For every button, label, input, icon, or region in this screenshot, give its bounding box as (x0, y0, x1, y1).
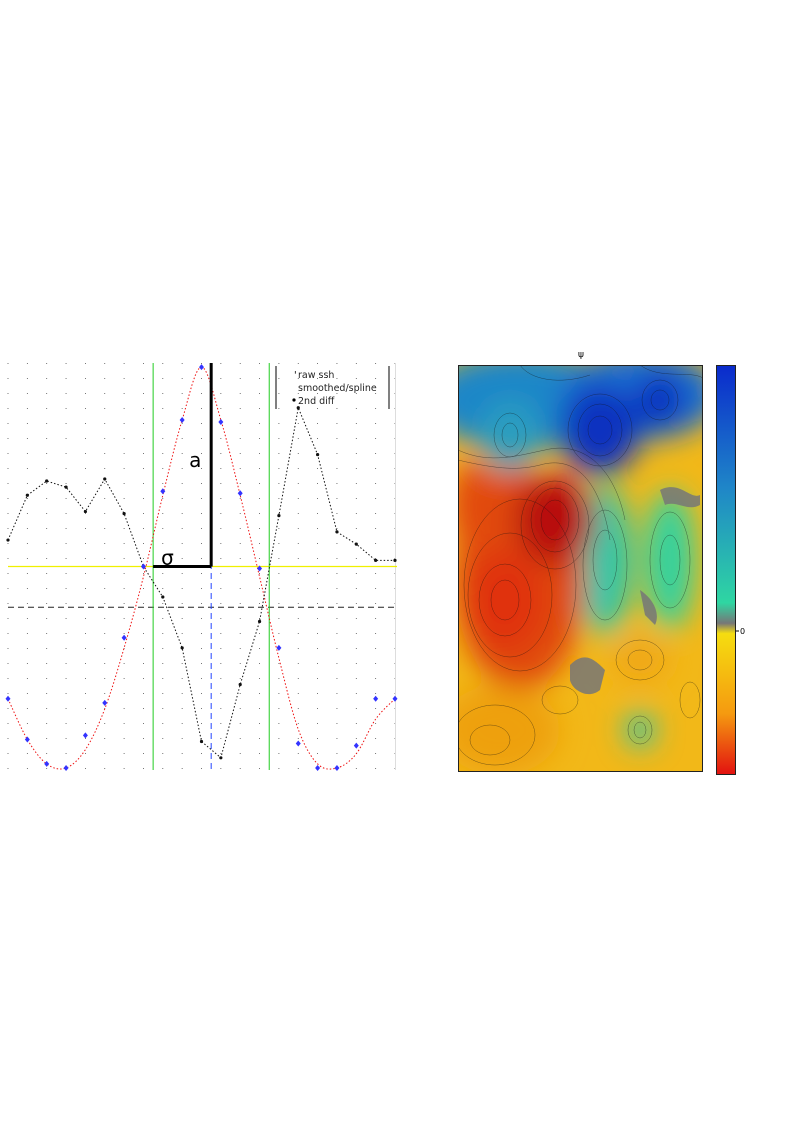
series-raw-point (160, 488, 166, 495)
series-2nd-diff-point (219, 756, 223, 760)
width-label: σ (161, 546, 174, 570)
series-2nd-diff-point (316, 452, 320, 457)
series-raw-point (199, 364, 204, 371)
series-2nd-diff-point (161, 595, 165, 599)
heatmap-field (458, 365, 703, 772)
series-2nd-diff-point (238, 682, 242, 687)
legend-raw-marker: ' (294, 370, 297, 381)
series-raw-point (373, 695, 379, 702)
series-2nd-diff-point (83, 509, 87, 514)
series-raw-point (102, 699, 108, 706)
series-2nd-diff-point (335, 530, 339, 534)
series-raw-point (179, 416, 185, 423)
low-center-2 (635, 372, 685, 428)
series-raw-point (82, 732, 88, 739)
colorbar (716, 365, 736, 775)
heatmap-frame (458, 365, 703, 772)
legend-diff-marker (292, 398, 296, 402)
series-2nd-diff-point (25, 493, 29, 497)
series-2nd-diff-point (296, 406, 300, 410)
psi-heatmap: ψ (458, 350, 745, 775)
series-raw-point (44, 760, 50, 767)
zero-band (570, 487, 700, 695)
high-center-2 (467, 550, 543, 650)
series-raw-point (295, 740, 301, 747)
series-raw-point (24, 736, 30, 743)
series-raw-point (63, 764, 69, 771)
series-raw-point (334, 764, 340, 771)
series-2nd-diff-point (199, 739, 204, 744)
contour-lines (458, 365, 703, 766)
series-2nd-diff-point (6, 538, 10, 542)
series-raw-point (218, 419, 224, 426)
amplitude-label: a (189, 448, 201, 472)
series-group (5, 364, 398, 771)
series-2nd-diff-point (354, 542, 358, 546)
series-raw-point (353, 742, 359, 749)
heatmap-title: ψ (578, 350, 584, 360)
series-raw-point (257, 565, 263, 572)
series-2nd-diff-point (180, 646, 184, 650)
series-raw-point (315, 764, 321, 771)
series-raw-point (392, 695, 398, 702)
annotation-group: a σ (153, 363, 213, 570)
legend-diff-label: 2nd diff (298, 396, 335, 407)
series-2nd-diff-line (7, 406, 395, 759)
colorbar-frame (716, 365, 736, 775)
low-center-1 (560, 385, 640, 475)
series-raw-point (140, 563, 146, 570)
series-2nd-diff-point (277, 514, 281, 518)
series-raw-point (237, 490, 243, 497)
high-center-1 (515, 475, 595, 565)
series-2nd-diff-point (257, 619, 262, 624)
legend-smoothed-label: smoothed/spline (298, 383, 377, 394)
legend-raw-label: raw ssh (298, 370, 334, 381)
series-raw-point (5, 695, 11, 702)
series-2nd-diff-point (45, 479, 49, 483)
series-2nd-diff-point (103, 477, 107, 481)
legend: ' raw ssh smoothed/spline 2nd diff (275, 366, 390, 409)
series-raw-point (121, 634, 127, 641)
colorbar-tick-label: 0 (740, 627, 745, 636)
series-raw-point (276, 644, 282, 651)
series-2nd-diff-point (393, 558, 397, 562)
series-2nd-diff-point (64, 485, 68, 489)
ssh-profile-chart: a σ ' raw ssh smoothed/spline 2nd diff (5, 363, 398, 771)
series-2nd-diff-point (374, 558, 378, 562)
mid-feature (645, 490, 695, 630)
series-2nd-diff-point (122, 511, 126, 516)
